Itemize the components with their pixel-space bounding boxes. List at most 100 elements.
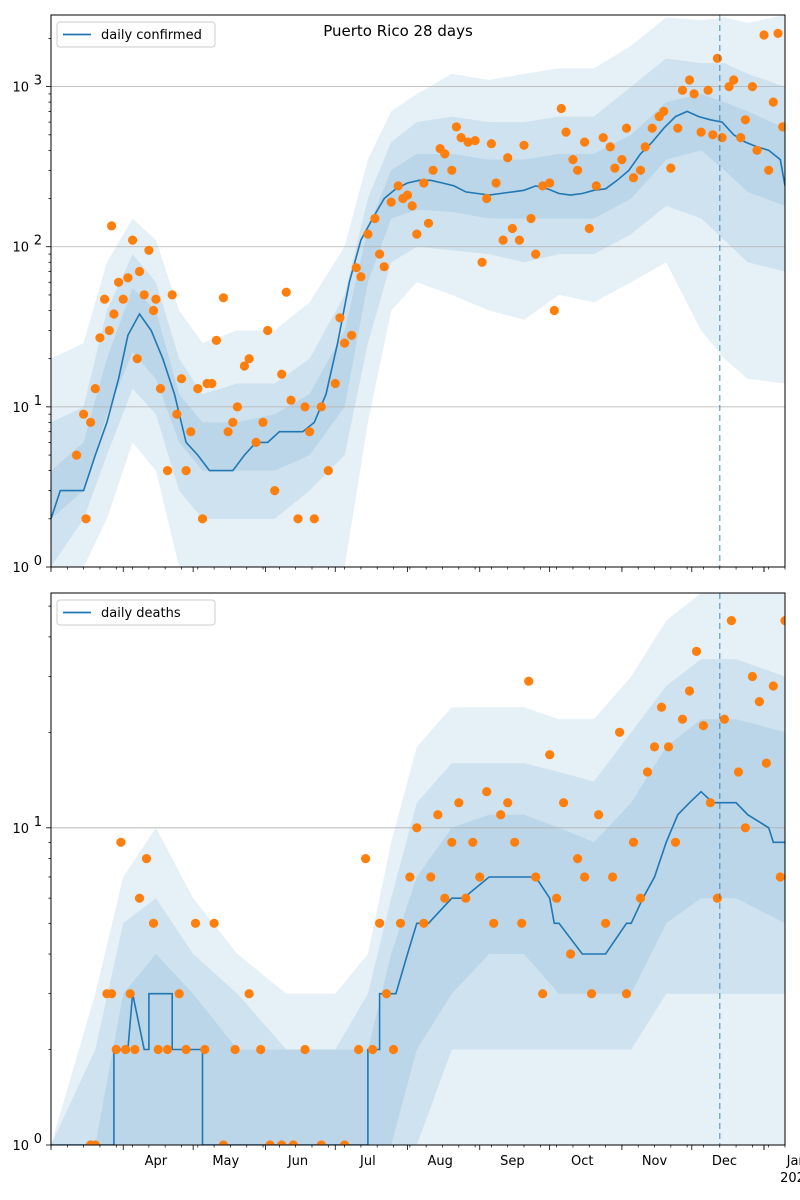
data-point <box>712 53 723 64</box>
data-point <box>316 402 326 412</box>
data-point <box>447 165 457 175</box>
data-point <box>656 702 667 712</box>
data-point <box>703 85 713 95</box>
data-point <box>677 85 688 95</box>
x-tick-label: Sep <box>500 1154 525 1169</box>
data-point <box>162 1044 173 1055</box>
data-point <box>104 325 114 336</box>
data-point <box>419 178 429 188</box>
data-point <box>764 165 774 175</box>
x-tick-label: Nov <box>642 1154 668 1169</box>
data-point <box>615 727 625 737</box>
data-point <box>587 989 597 999</box>
data-point <box>244 989 254 999</box>
data-point <box>482 787 492 797</box>
data-point <box>486 139 496 149</box>
data-point <box>330 378 340 389</box>
data-point <box>726 616 737 626</box>
data-point <box>190 918 201 928</box>
data-point <box>412 229 422 239</box>
data-point <box>207 378 217 389</box>
uncertainty-band-2 <box>51 719 785 1145</box>
data-point <box>470 136 480 146</box>
data-point <box>451 122 461 132</box>
y-tick-exponent: 2 <box>34 234 42 249</box>
data-point <box>81 514 91 524</box>
data-point <box>228 417 238 427</box>
data-point <box>351 263 361 273</box>
data-point <box>381 989 392 999</box>
data-point <box>531 249 541 259</box>
data-point <box>347 330 357 340</box>
data-point <box>340 338 350 348</box>
data-point <box>386 197 396 207</box>
data-point <box>176 374 187 384</box>
y-tick-exponent: 1 <box>34 815 42 830</box>
data-point <box>559 798 569 808</box>
data-point <box>172 409 182 419</box>
data-point <box>361 854 371 864</box>
data-point <box>605 142 615 152</box>
data-point <box>433 810 443 820</box>
data-point <box>181 466 191 476</box>
data-point <box>114 277 124 287</box>
confirmed-series-line <box>51 110 785 520</box>
data-point <box>100 294 110 304</box>
data-point <box>211 335 221 345</box>
data-point <box>689 89 699 99</box>
data-point <box>768 97 778 107</box>
data-point <box>90 1140 100 1145</box>
data-point <box>440 149 450 159</box>
data-point <box>538 989 548 999</box>
data-point <box>375 918 385 928</box>
data-point <box>617 155 627 165</box>
data-point <box>649 742 660 752</box>
data-point <box>200 1044 210 1055</box>
data-point <box>134 893 145 903</box>
data-point <box>309 514 319 524</box>
data-point <box>496 810 506 820</box>
data-point <box>121 1044 131 1055</box>
data-point <box>482 193 492 204</box>
data-point <box>412 823 422 833</box>
data-point <box>111 1044 121 1055</box>
data-point <box>778 122 785 132</box>
chart-title: Puerto Rico 28 days <box>323 22 473 40</box>
data-point <box>780 616 785 626</box>
data-point <box>379 262 389 272</box>
data-point <box>86 417 96 427</box>
data-point <box>580 137 590 147</box>
data-point <box>580 872 590 882</box>
legend-box <box>56 21 216 48</box>
data-point <box>340 1140 350 1145</box>
data-point <box>761 758 772 768</box>
y-tick-exponent: 0 <box>34 554 42 569</box>
y-tick-label: 10 <box>12 1139 29 1154</box>
data-point <box>186 427 196 437</box>
data-point <box>759 30 769 40</box>
data-point <box>736 133 746 143</box>
data-point <box>545 178 555 188</box>
data-point <box>197 514 208 524</box>
data-point <box>568 155 578 165</box>
y-tick-label: 10 <box>12 822 29 837</box>
y-tick-label: 10 <box>12 241 29 256</box>
data-point <box>684 686 695 696</box>
data-point <box>773 28 783 38</box>
data-point <box>573 854 583 864</box>
data-point <box>153 1044 163 1055</box>
data-point <box>286 395 296 405</box>
data-point <box>621 123 632 133</box>
data-point <box>733 767 744 777</box>
data-point <box>118 294 128 304</box>
data-point <box>524 676 534 686</box>
data-point <box>288 1140 298 1145</box>
data-point <box>151 294 161 304</box>
data-point <box>584 223 594 234</box>
data-point <box>265 1140 275 1145</box>
data-point <box>335 313 345 323</box>
data-point <box>724 82 734 92</box>
data-point <box>610 163 620 173</box>
data-point <box>281 287 291 297</box>
data-point <box>368 1044 378 1055</box>
